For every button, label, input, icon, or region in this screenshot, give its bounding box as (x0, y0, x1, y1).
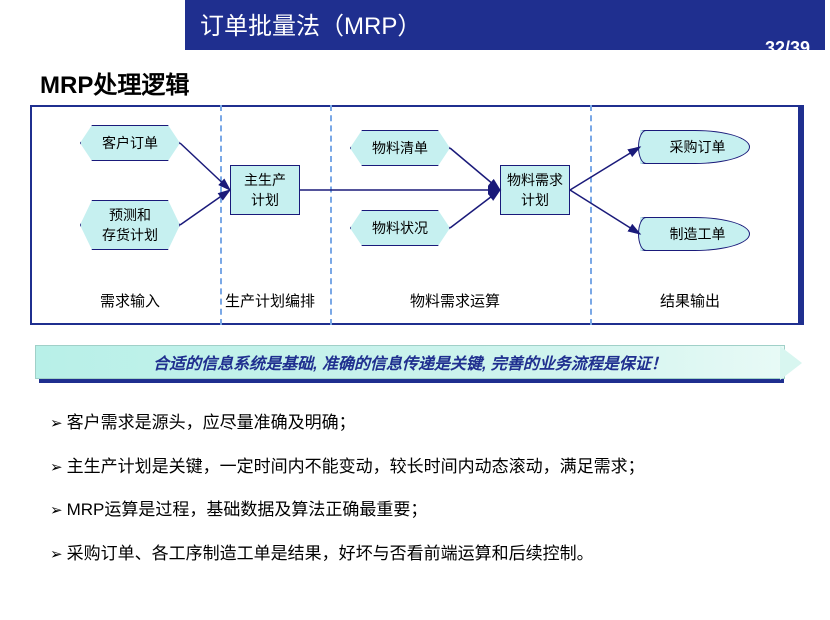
header-title: 订单批量法（MRP） (200, 6, 421, 41)
node-forecast: 预测和 存货计划 (80, 200, 180, 250)
node-po: 采购订单 (640, 130, 750, 164)
banner: 合适的信息系统是基础, 准确的信息传递是关键, 完善的业务流程是保证！ (35, 345, 790, 383)
stage-label: 结果输出 (660, 290, 720, 311)
stage-label: 生产计划编排 (225, 290, 315, 311)
banner-text: 合适的信息系统是基础, 准确的信息传递是关键, 完善的业务流程是保证！ (153, 350, 667, 374)
page-number: 32/39 (765, 38, 810, 59)
bullet-list: 客户需求是源头，应尽量准确及明确； 主生产计划是关键，一定时间内不能变动，较长时间… (50, 410, 790, 584)
diagram-right-edge (798, 105, 804, 325)
node-inv: 物料状况 (350, 210, 450, 246)
bullet-item: 客户需求是源头，应尽量准确及明确； (50, 410, 790, 436)
bullet-item: 主生产计划是关键，一定时间内不能变动，较长时间内动态滚动，满足需求； (50, 454, 790, 480)
stage-divider (330, 105, 332, 325)
bullet-item: MRP运算是过程，基础数据及算法正确最重要； (50, 497, 790, 523)
node-mo: 制造工单 (640, 217, 750, 251)
stage-label: 需求输入 (100, 290, 160, 311)
node-mps: 主生产 计划 (230, 165, 300, 215)
bullet-item: 采购订单、各工序制造工单是结果，好坏与否看前端运算和后续控制。 (50, 541, 790, 567)
node-bom: 物料清单 (350, 130, 450, 166)
node-mrp: 物料需求 计划 (500, 165, 570, 215)
node-cust_order: 客户订单 (80, 125, 180, 161)
stage-divider (590, 105, 592, 325)
section-title: MRP处理逻辑 (40, 65, 189, 100)
stage-label: 物料需求运算 (410, 290, 500, 311)
stage-divider (220, 105, 222, 325)
